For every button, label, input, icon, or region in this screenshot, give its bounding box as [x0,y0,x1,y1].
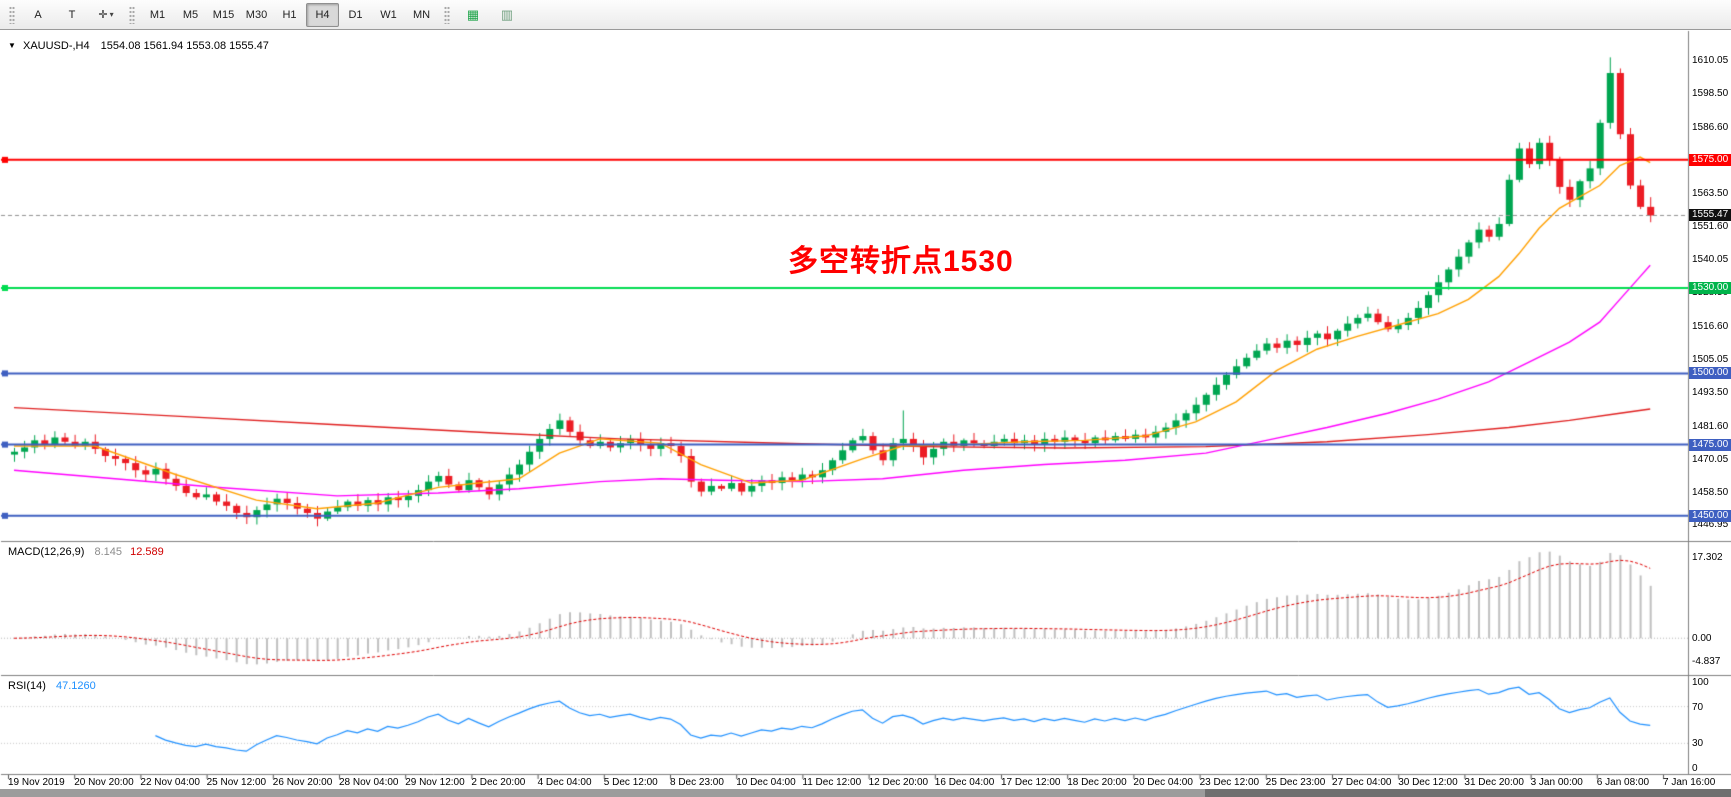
chart-grid-icon: ▦ [466,7,480,22]
chart-annotation-text[interactable]: 多空转折点1530 [788,245,1014,278]
chart-grid-button[interactable]: ▦ [456,3,490,27]
timeframe-h1-button[interactable]: H1 [282,8,297,21]
toolbar-grip[interactable] [444,5,450,24]
chart-arrange-button[interactable]: ▥ [490,3,524,27]
timeframe-m1-button[interactable]: M1 [149,8,166,21]
chevron-down-icon: ▾ [109,10,114,19]
timeframe-m15-button[interactable]: M15 [212,8,235,21]
scrollbar-thumb[interactable] [1205,789,1731,797]
timeframe-h4-button[interactable]: H4 [306,2,339,27]
timeframe-m30-button[interactable]: M30 [245,8,268,21]
toolbar: A T ✛ ▾ M1 M5 M15 M30 H1 H4 D1 W1 MN ▦ ▥ [0,0,1731,30]
text-tool-button[interactable]: A [34,8,42,21]
timeframe-mn-button[interactable]: MN [412,8,431,21]
toolbar-grip[interactable] [9,5,15,24]
timeframe-d1-button[interactable]: D1 [348,8,363,21]
crosshair-icon: ✛ [98,9,108,21]
timeframe-w1-button[interactable]: W1 [380,8,397,21]
timeframe-m5-button[interactable]: M5 [182,8,199,21]
text-label-tool-button[interactable]: T [68,8,76,21]
crosshair-tool-button[interactable]: ✛ ▾ [89,3,123,27]
chart-arrange-icon: ▥ [500,7,514,22]
toolbar-grip[interactable] [129,5,135,24]
horizontal-scrollbar[interactable] [0,789,1731,797]
